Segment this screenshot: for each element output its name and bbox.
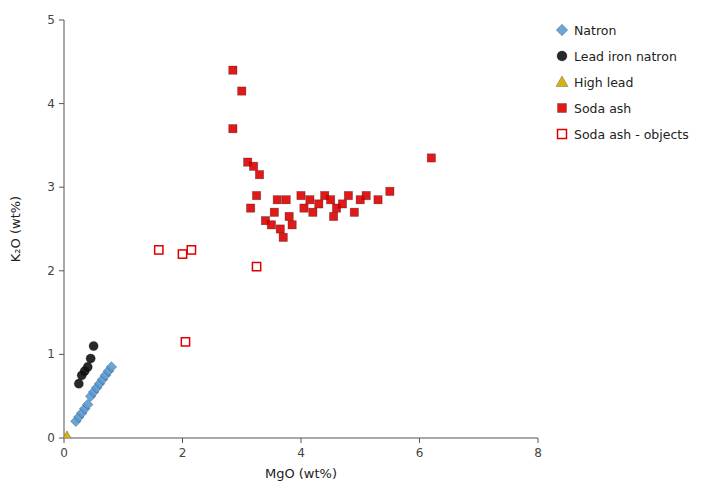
legend-swatch xyxy=(558,130,567,139)
y-tick-label: 4 xyxy=(47,97,55,111)
point xyxy=(178,250,186,258)
point xyxy=(297,191,305,199)
point xyxy=(246,204,254,212)
point xyxy=(276,225,284,233)
legend-label: Soda ash - objects xyxy=(574,127,689,142)
x-tick-label: 0 xyxy=(60,446,68,460)
point xyxy=(270,208,278,216)
point xyxy=(338,200,346,208)
point xyxy=(255,171,263,179)
y-tick-label: 2 xyxy=(47,264,55,278)
series xyxy=(155,246,261,346)
point xyxy=(181,338,189,346)
point xyxy=(83,362,92,371)
series xyxy=(74,341,98,388)
x-axis-label: MgO (wt%) xyxy=(265,466,337,481)
x-tick xyxy=(64,438,65,443)
point xyxy=(350,208,358,216)
legend-swatch xyxy=(557,51,567,61)
x-tick-label: 8 xyxy=(534,446,542,460)
point xyxy=(282,196,290,204)
points xyxy=(64,66,435,438)
legend-label: Lead iron natron xyxy=(574,49,677,64)
point xyxy=(329,212,337,220)
point xyxy=(89,341,98,350)
series xyxy=(229,66,436,241)
axes: 0 2 4 6 8 0 1 2 3 4 5 xyxy=(47,13,541,460)
x-tick-label: 6 xyxy=(416,446,424,460)
point xyxy=(315,200,323,208)
series xyxy=(71,362,117,427)
y-axis-label: K₂O (wt%) xyxy=(8,196,23,262)
y-tick xyxy=(59,103,64,104)
y-tick-label: 1 xyxy=(47,347,55,361)
y-tick xyxy=(59,354,64,355)
legend-label: Natron xyxy=(574,23,616,38)
point xyxy=(362,191,370,199)
point xyxy=(344,191,352,199)
x-tick-label: 4 xyxy=(297,446,305,460)
legend-swatch xyxy=(556,76,568,87)
y-tick xyxy=(59,438,64,439)
point xyxy=(229,66,237,74)
y-tick xyxy=(59,270,64,271)
point xyxy=(374,196,382,204)
series xyxy=(64,431,72,438)
point xyxy=(279,233,287,241)
point xyxy=(187,246,195,254)
point xyxy=(155,246,163,254)
legend: Natron Lead iron natron High lead Soda ash S… xyxy=(556,23,689,142)
point xyxy=(309,208,317,216)
point xyxy=(252,262,260,270)
legend-label: Soda ash xyxy=(574,101,631,116)
y-tick-label: 5 xyxy=(47,13,55,27)
point xyxy=(306,196,314,204)
y-tick-label: 3 xyxy=(47,180,55,194)
point xyxy=(427,154,435,162)
x-tick xyxy=(419,438,420,443)
point xyxy=(285,212,293,220)
point xyxy=(249,162,257,170)
y-tick xyxy=(59,187,64,188)
point xyxy=(300,204,308,212)
point xyxy=(64,431,72,438)
x-tick xyxy=(538,438,539,443)
y-tick-label: 0 xyxy=(47,431,55,445)
point xyxy=(252,191,260,199)
chart: 0 2 4 6 8 0 1 2 3 4 5 MgO (wt%) K₂O (wt%) Natron Lead … xyxy=(0,0,708,490)
legend-swatch xyxy=(556,24,568,36)
point xyxy=(86,354,95,363)
point xyxy=(229,125,237,133)
legend-swatch xyxy=(558,104,567,113)
point xyxy=(267,221,275,229)
y-axis-line xyxy=(64,20,65,438)
point xyxy=(74,379,83,388)
x-tick-label: 2 xyxy=(179,446,187,460)
legend-label: High lead xyxy=(574,75,633,90)
point xyxy=(326,196,334,204)
point xyxy=(288,221,296,229)
x-tick xyxy=(182,438,183,443)
point xyxy=(238,87,246,95)
point xyxy=(106,362,117,373)
point xyxy=(386,187,394,195)
y-tick xyxy=(59,20,64,21)
x-tick xyxy=(301,438,302,443)
point xyxy=(273,196,281,204)
